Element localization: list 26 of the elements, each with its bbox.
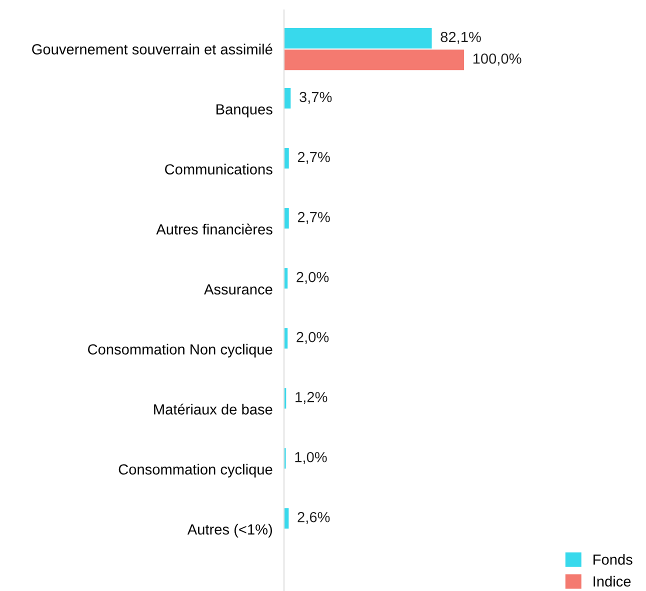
y-tick-label: Autres financières: [156, 224, 272, 235]
data-label: 3,7%: [300, 92, 332, 104]
data-label: 100,0%: [473, 53, 522, 66]
y-tick-label: Consommation Non cyclique: [88, 344, 272, 358]
bar: [284, 50, 464, 70]
y-tick-label: Matériaux de base: [154, 404, 272, 415]
bar: [284, 28, 432, 49]
legend-label: Indice: [594, 576, 631, 587]
legend-label: Fonds: [594, 554, 632, 565]
y-tick-label: Autres (<1%): [187, 524, 272, 538]
y-tick-label: Communications: [165, 164, 272, 175]
data-label: 1,2%: [296, 392, 328, 404]
bar: [284, 148, 289, 169]
data-label: 2,0%: [296, 272, 329, 284]
data-label: 2,0%: [296, 332, 329, 344]
y-tick-label: Assurance: [204, 284, 272, 295]
data-label: 2,7%: [298, 212, 330, 224]
data-label: 1,0%: [295, 452, 327, 464]
data-label: 2,7%: [298, 152, 330, 164]
y-tick-label: Banques: [216, 104, 272, 118]
bar: [284, 208, 289, 229]
y-tick-label: Consommation cyclique: [118, 464, 272, 478]
data-label: 2,6%: [298, 512, 330, 524]
data-label: 82,1%: [440, 32, 481, 44]
y-tick-label: Gouvernement souverrain et assimilé: [32, 44, 272, 54]
bar: [284, 88, 291, 109]
